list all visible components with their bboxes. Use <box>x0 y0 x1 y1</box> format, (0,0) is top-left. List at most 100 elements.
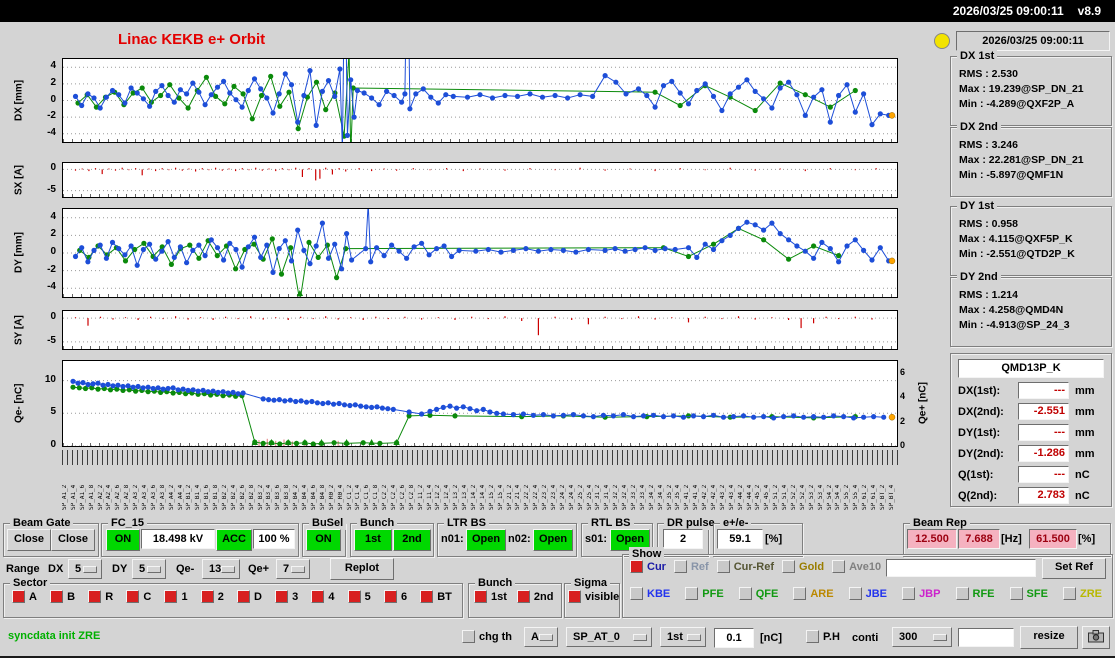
count-dropdown[interactable]: 300 <box>892 627 952 647</box>
sector-select-dropdown[interactable]: A <box>524 627 558 647</box>
bpm-name: SP_B4_2 <box>293 484 300 510</box>
bunch-checkbox-1st[interactable]: 1st <box>474 590 507 603</box>
range-qem-dropdown[interactable]: 13 <box>202 559 240 579</box>
y-tick-label: -5 <box>47 183 56 195</box>
checkbox-indicator <box>848 587 862 600</box>
sector-checkbox-1[interactable]: 1 <box>164 590 188 603</box>
show-checkbox-Cur[interactable]: Cur <box>630 560 666 573</box>
bpm-name: SP_BT_2 <box>879 484 886 510</box>
bpm-name: SP_24_4 <box>568 484 575 510</box>
sector-checkbox-2[interactable]: 2 <box>200 590 224 603</box>
stat-max: Max : 4.115@QXF5P_K <box>959 233 1073 245</box>
chg-th-checkbox[interactable]: chg th <box>462 630 512 643</box>
show-checkbox-SFE[interactable]: SFE <box>1009 587 1048 600</box>
sector-checkbox-3[interactable]: 3 <box>275 590 298 603</box>
sector-checkbox-B[interactable]: B <box>50 590 75 603</box>
orbit-plot-dx[interactable] <box>62 58 898 143</box>
sector-checkbox-6[interactable]: 6 <box>383 590 407 603</box>
dropdown-indicator <box>687 633 701 641</box>
range-qep-dropdown[interactable]: 7 <box>276 559 310 579</box>
checkbox-indicator <box>782 560 796 573</box>
bpm-name: SP_B1_6 <box>204 484 211 510</box>
busel-on-button[interactable]: ON <box>306 529 341 551</box>
monitor-select-value: SP_AT_0 <box>573 631 620 643</box>
ltr-n02-open-button[interactable]: Open <box>533 529 573 551</box>
bpm-name: SP_14_4 <box>479 484 486 510</box>
bpm-name: SP_33_2 <box>631 484 637 510</box>
bunch-select-dropdown[interactable]: 1st <box>660 627 706 647</box>
bpm-name: SP_15_4 <box>497 484 504 510</box>
show-checkbox-Gold[interactable]: Gold <box>782 560 824 573</box>
rtl-s01-open-button[interactable]: Open <box>610 529 650 551</box>
dropdown-indicator <box>933 633 947 641</box>
sector-checkbox-A[interactable]: A <box>12 590 37 603</box>
range-dy-dropdown[interactable]: 5 <box>132 559 166 579</box>
bpm-name: SP_43_4 <box>728 484 735 510</box>
dropdown-indicator <box>147 565 161 573</box>
stat-rms: RMS : 1.214 <box>959 289 1018 301</box>
sector-checkbox-C[interactable]: C <box>126 590 151 603</box>
show-checkbox-PFE[interactable]: PFE <box>685 587 724 600</box>
monitor-name-field[interactable]: QMD13P_K <box>958 359 1104 378</box>
range-dx-dropdown[interactable]: 5 <box>68 559 102 579</box>
replot-button[interactable]: Replot <box>330 558 394 580</box>
checkbox-label: R <box>105 590 114 603</box>
show-checkbox-JBP[interactable]: JBP <box>902 587 940 600</box>
resize-button[interactable]: resize <box>1020 626 1078 649</box>
show-checkbox-Ave10[interactable]: Ave10 <box>832 560 881 573</box>
ratio-value-field: 59.1 <box>717 529 763 549</box>
bpm-name: SP_45_4 <box>764 484 771 510</box>
beam-rep-pct-label: [%] <box>1078 533 1096 545</box>
sector-checkbox-BT[interactable]: BT <box>420 590 452 603</box>
show-checkbox-KBE[interactable]: KBE <box>630 587 670 600</box>
bunch-checkbox-2nd[interactable]: 2nd <box>516 590 553 603</box>
beam-gate-close-button-1[interactable]: Close <box>7 529 51 551</box>
show-checkbox-RFE[interactable]: RFE <box>955 587 995 600</box>
bpm-name: SP_52_4 <box>799 484 806 510</box>
bpm-name: SP_13_2 <box>453 484 460 510</box>
checkbox-label: ARE <box>810 587 834 600</box>
blank-input[interactable] <box>958 628 1014 647</box>
monitor-select-dropdown[interactable]: SP_AT_0 <box>566 627 652 647</box>
monitor-values: DX(1st): --- mm DX(2nd): -2.551 mm DY(1st): ---… <box>958 380 1106 506</box>
sector-checkbox-R[interactable]: R <box>88 590 113 603</box>
fc15-acc-button[interactable]: ACC <box>216 529 252 551</box>
sector-caption: Sector <box>10 576 51 590</box>
steering-plot-sx[interactable] <box>62 162 898 198</box>
threshold-field[interactable]: 0.1 <box>714 628 754 648</box>
charge-plot-qe[interactable] <box>62 360 898 447</box>
ref-name-input[interactable] <box>886 559 1036 577</box>
sigma-visible-checkbox[interactable]: visible <box>568 590 619 603</box>
show-checkbox-ZRE[interactable]: ZRE <box>1062 587 1102 600</box>
orbit-plot-dy[interactable] <box>62 208 898 298</box>
show-checkbox-QFE[interactable]: QFE <box>738 587 778 600</box>
beam-gate-close-button-2[interactable]: Close <box>51 529 95 551</box>
checkbox-indicator <box>383 590 397 603</box>
plot-row-sx: SX [A] 0 -5 <box>0 162 930 198</box>
bunch-1st-button[interactable]: 1st <box>354 529 392 551</box>
stat-max: Max : 4.258@QMD4N <box>959 304 1064 316</box>
beam-rep-frame: Beam Rep <box>903 516 1111 557</box>
y-tick-label: -2 <box>47 263 56 275</box>
checkbox-indicator <box>347 590 361 603</box>
bunch-2nd-button[interactable]: 2nd <box>393 529 431 551</box>
ph-checkbox[interactable]: P.H <box>806 630 840 643</box>
sector-checkbox-4[interactable]: 4 <box>311 590 335 603</box>
set-ref-button[interactable]: Set Ref <box>1042 558 1106 579</box>
qep-axis-ticks: 6 4 2 0 <box>900 360 914 450</box>
show-checkbox-JBE[interactable]: JBE <box>848 587 887 600</box>
show-checkbox-Cur-Ref[interactable]: Cur-Ref <box>716 560 774 573</box>
steering-plot-sy[interactable] <box>62 310 898 350</box>
sector-checkbox-5[interactable]: 5 <box>347 590 371 603</box>
bpm-name: SP_C2_6 <box>399 484 406 510</box>
show-frame: Show <box>622 547 1113 618</box>
bpm-name: SP_52_2 <box>791 484 798 510</box>
dr-pulse-field[interactable]: 2 <box>663 529 703 549</box>
show-checkbox-Ref[interactable]: Ref <box>673 560 709 573</box>
snapshot-button[interactable] <box>1082 626 1110 649</box>
fc15-percent-field: 100 % <box>253 529 295 549</box>
fc15-on-button[interactable]: ON <box>106 529 140 551</box>
show-checkbox-ARE[interactable]: ARE <box>793 587 834 600</box>
sector-checkbox-D[interactable]: D <box>237 590 262 603</box>
ltr-n01-open-button[interactable]: Open <box>466 529 506 551</box>
